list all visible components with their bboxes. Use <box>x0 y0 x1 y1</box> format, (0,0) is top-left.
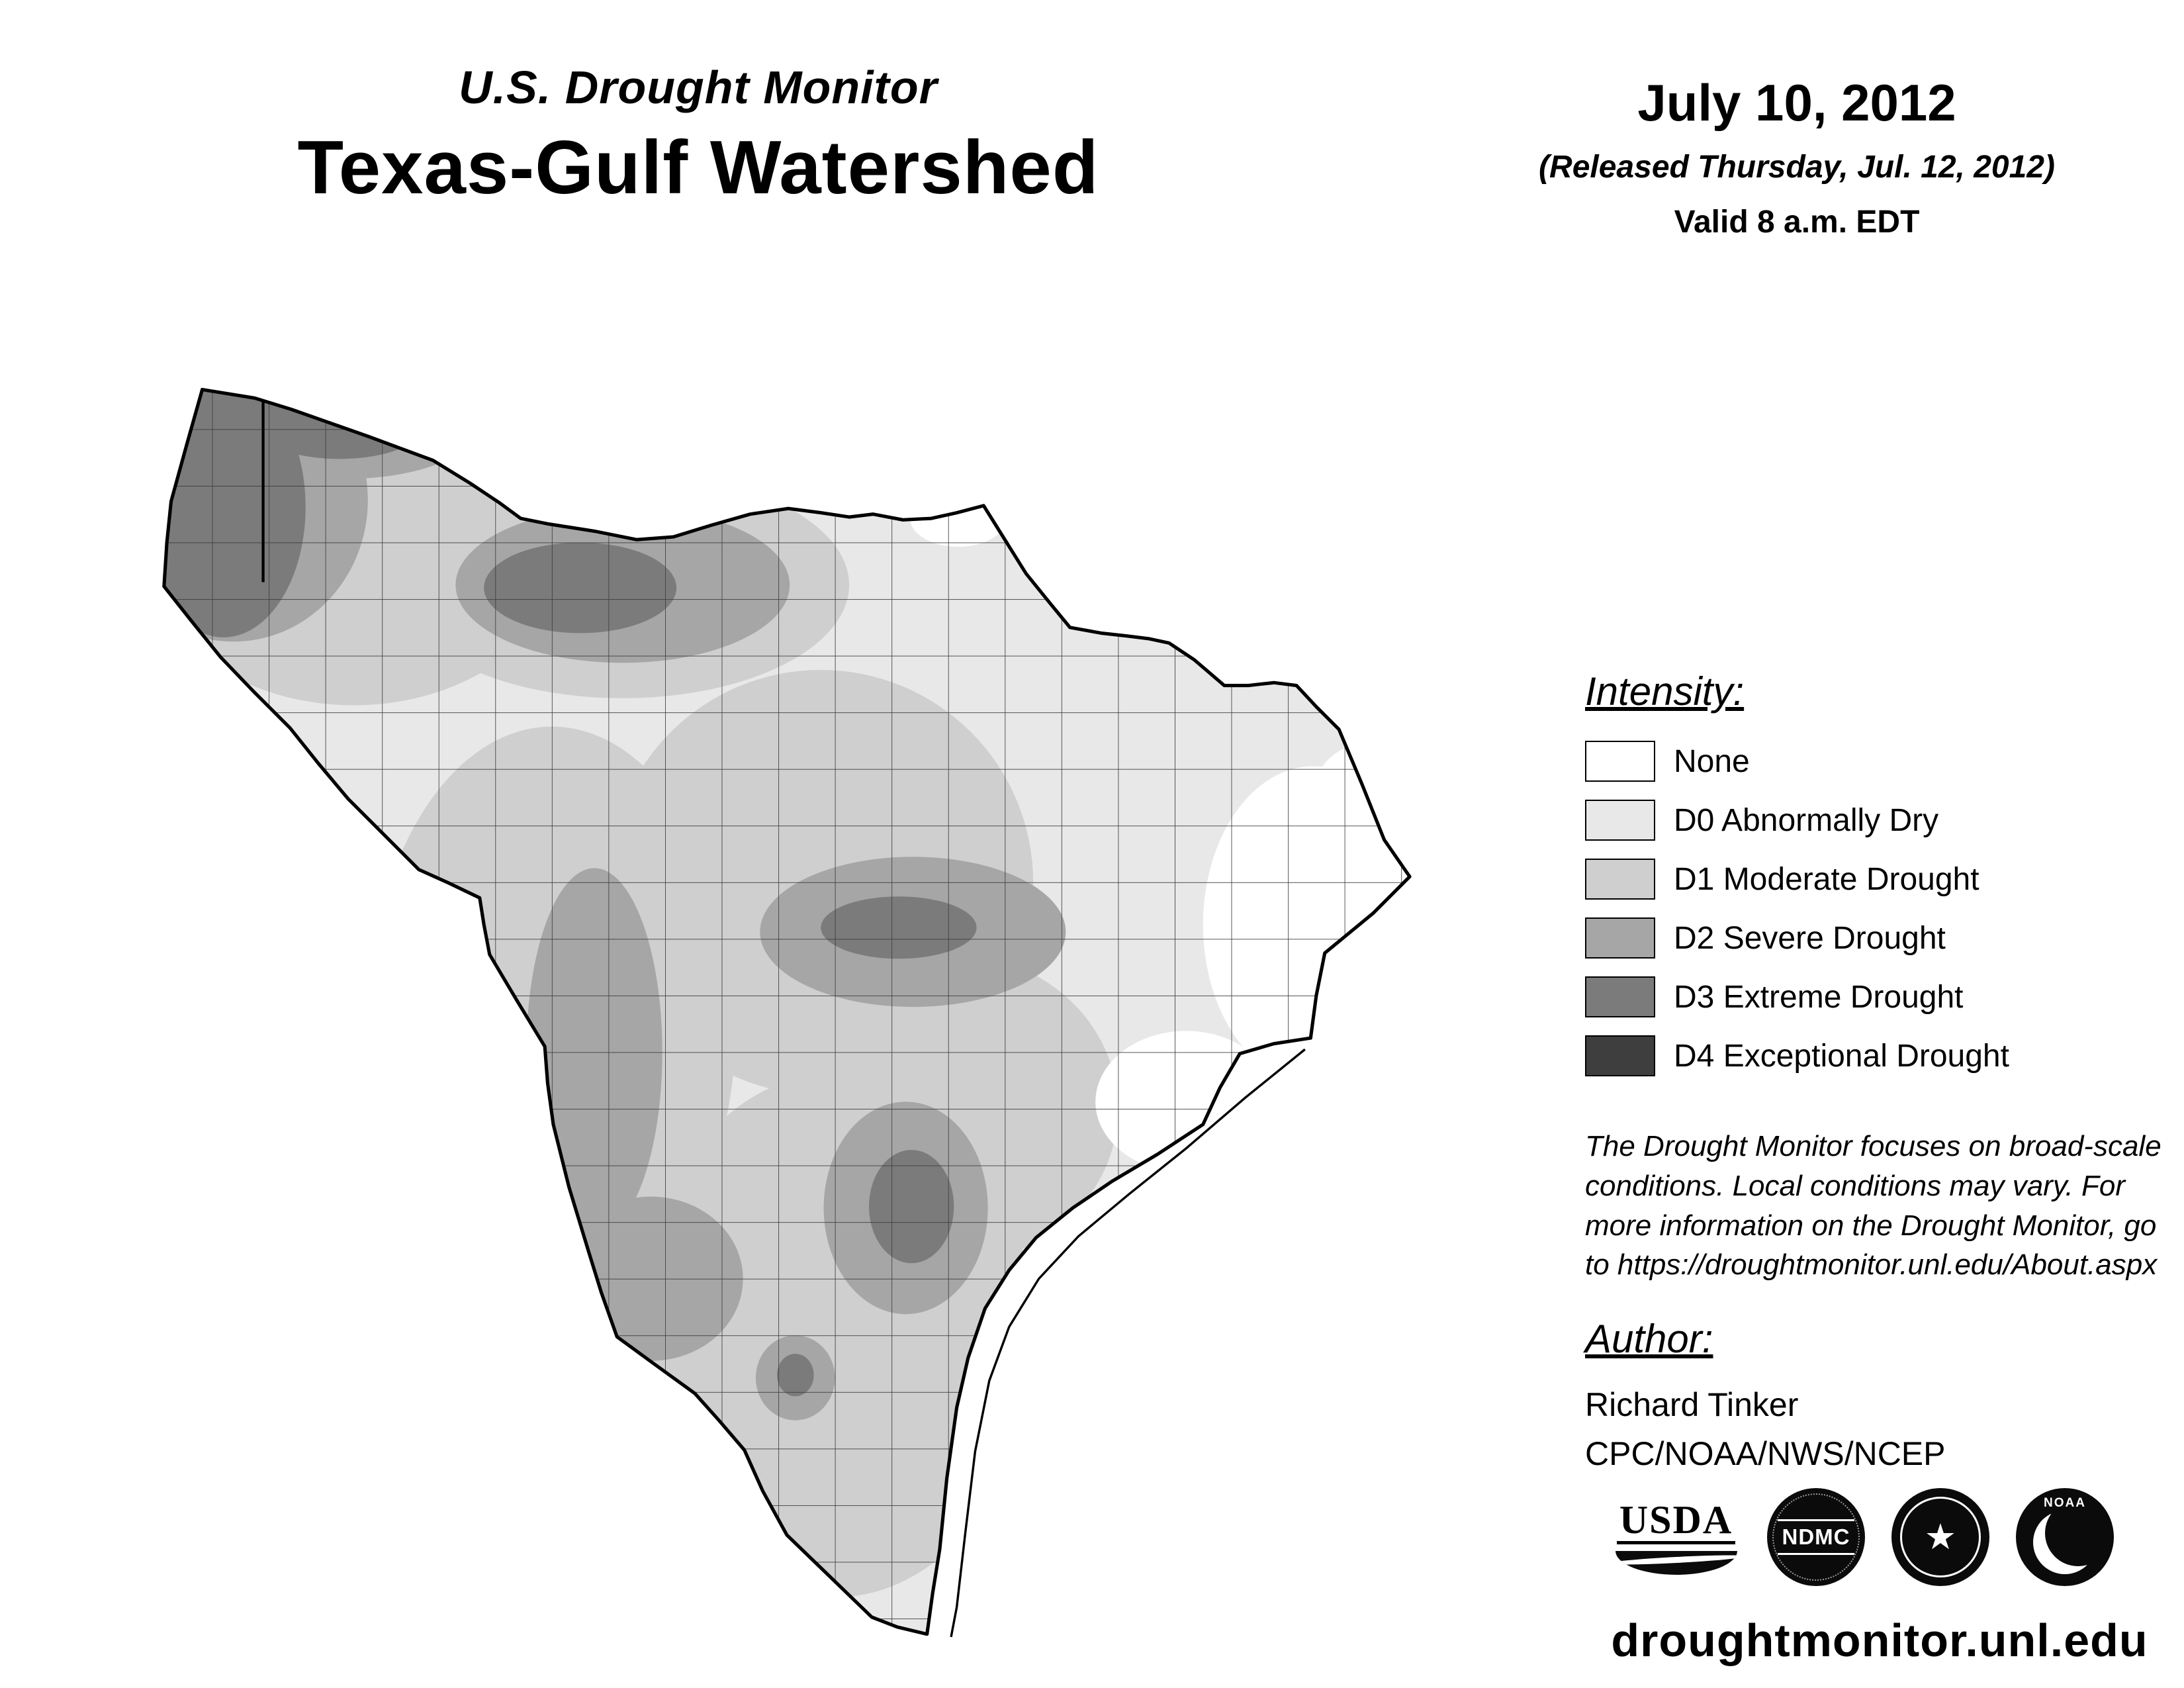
legend-item-d1: D1 Moderate Drought <box>1585 859 2154 900</box>
drought-map-svg <box>162 387 1412 1638</box>
ndmc-logo-text: NDMC <box>1777 1519 1855 1555</box>
legend-label: D2 Severe Drought <box>1674 920 1946 956</box>
usda-logo-text: USDA <box>1616 1500 1736 1544</box>
legend-swatch-d4 <box>1585 1035 1655 1076</box>
legend-swatch-d1 <box>1585 859 1655 900</box>
date-block: July 10, 2012 (Released Thursday, Jul. 1… <box>1459 73 2134 240</box>
drought-map <box>156 371 1430 1642</box>
drought-shading-layer <box>163 389 1410 1634</box>
watershed-outline <box>162 387 1412 1636</box>
usda-swoosh-icon <box>1615 1550 1737 1575</box>
department-of-commerce-logo: ★ <box>1891 1488 1989 1586</box>
author-block: Author: Richard Tinker CPC/NOAA/NWS/NCEP <box>1585 1316 1946 1473</box>
legend-item-d3: D3 Extreme Drought <box>1585 976 2154 1017</box>
usda-logo: USDA <box>1612 1500 1741 1575</box>
page-title: Texas-Gulf Watershed <box>297 126 1099 210</box>
legend-label: D0 Abnormally Dry <box>1674 802 1939 838</box>
disclaimer-text: The Drought Monitor focuses on broad-sca… <box>1585 1130 2161 1282</box>
legend-item-d0: D0 Abnormally Dry <box>1585 800 2154 841</box>
legend-label: D4 Exceptional Drought <box>1674 1038 2009 1074</box>
legend-swatch-none <box>1585 741 1655 782</box>
author-name: Richard Tinker <box>1585 1386 1799 1423</box>
author-heading: Author: <box>1585 1317 1713 1361</box>
title-block: U.S. Drought Monitor Texas-Gulf Watershe… <box>225 61 1171 211</box>
ndmc-logo: NDMC <box>1767 1488 1865 1586</box>
logo-row: USDA NDMC ★ NOAA <box>1612 1488 2114 1586</box>
legend-label: None <box>1674 743 1750 779</box>
legend-item-none: None <box>1585 741 2154 782</box>
noaa-bird-icon <box>2033 1500 2111 1574</box>
report-kicker: U.S. Drought Monitor <box>459 62 938 113</box>
legend-heading: Intensity: <box>1585 669 1745 714</box>
release-date: (Released Thursday, Jul. 12, 2012) <box>1539 150 2055 185</box>
map-date: July 10, 2012 <box>1637 73 1956 132</box>
valid-time: Valid 8 a.m. EDT <box>1674 205 1920 240</box>
legend-item-d4: D4 Exceptional Drought <box>1585 1035 2154 1076</box>
noaa-logo-text: NOAA <box>2044 1496 2086 1510</box>
legend-swatch-d0 <box>1585 800 1655 841</box>
noaa-logo: NOAA <box>2016 1488 2114 1586</box>
legend-item-d2: D2 Severe Drought <box>1585 917 2154 959</box>
legend-label: D3 Extreme Drought <box>1674 979 1964 1015</box>
barrier-islands-line <box>950 1048 1306 1638</box>
legend-swatch-d3 <box>1585 976 1655 1017</box>
doc-eagle-emblem-icon: ★ <box>1924 1517 1957 1557</box>
legend-label: D1 Moderate Drought <box>1674 861 1979 897</box>
intensity-legend: Intensity: None D0 Abnormally Dry D1 Mod… <box>1585 669 2154 1094</box>
legend-swatch-d2 <box>1585 917 1655 959</box>
footer-url: droughtmonitor.unl.edu <box>1611 1615 2148 1666</box>
author-org: CPC/NOAA/NWS/NCEP <box>1585 1435 1946 1472</box>
